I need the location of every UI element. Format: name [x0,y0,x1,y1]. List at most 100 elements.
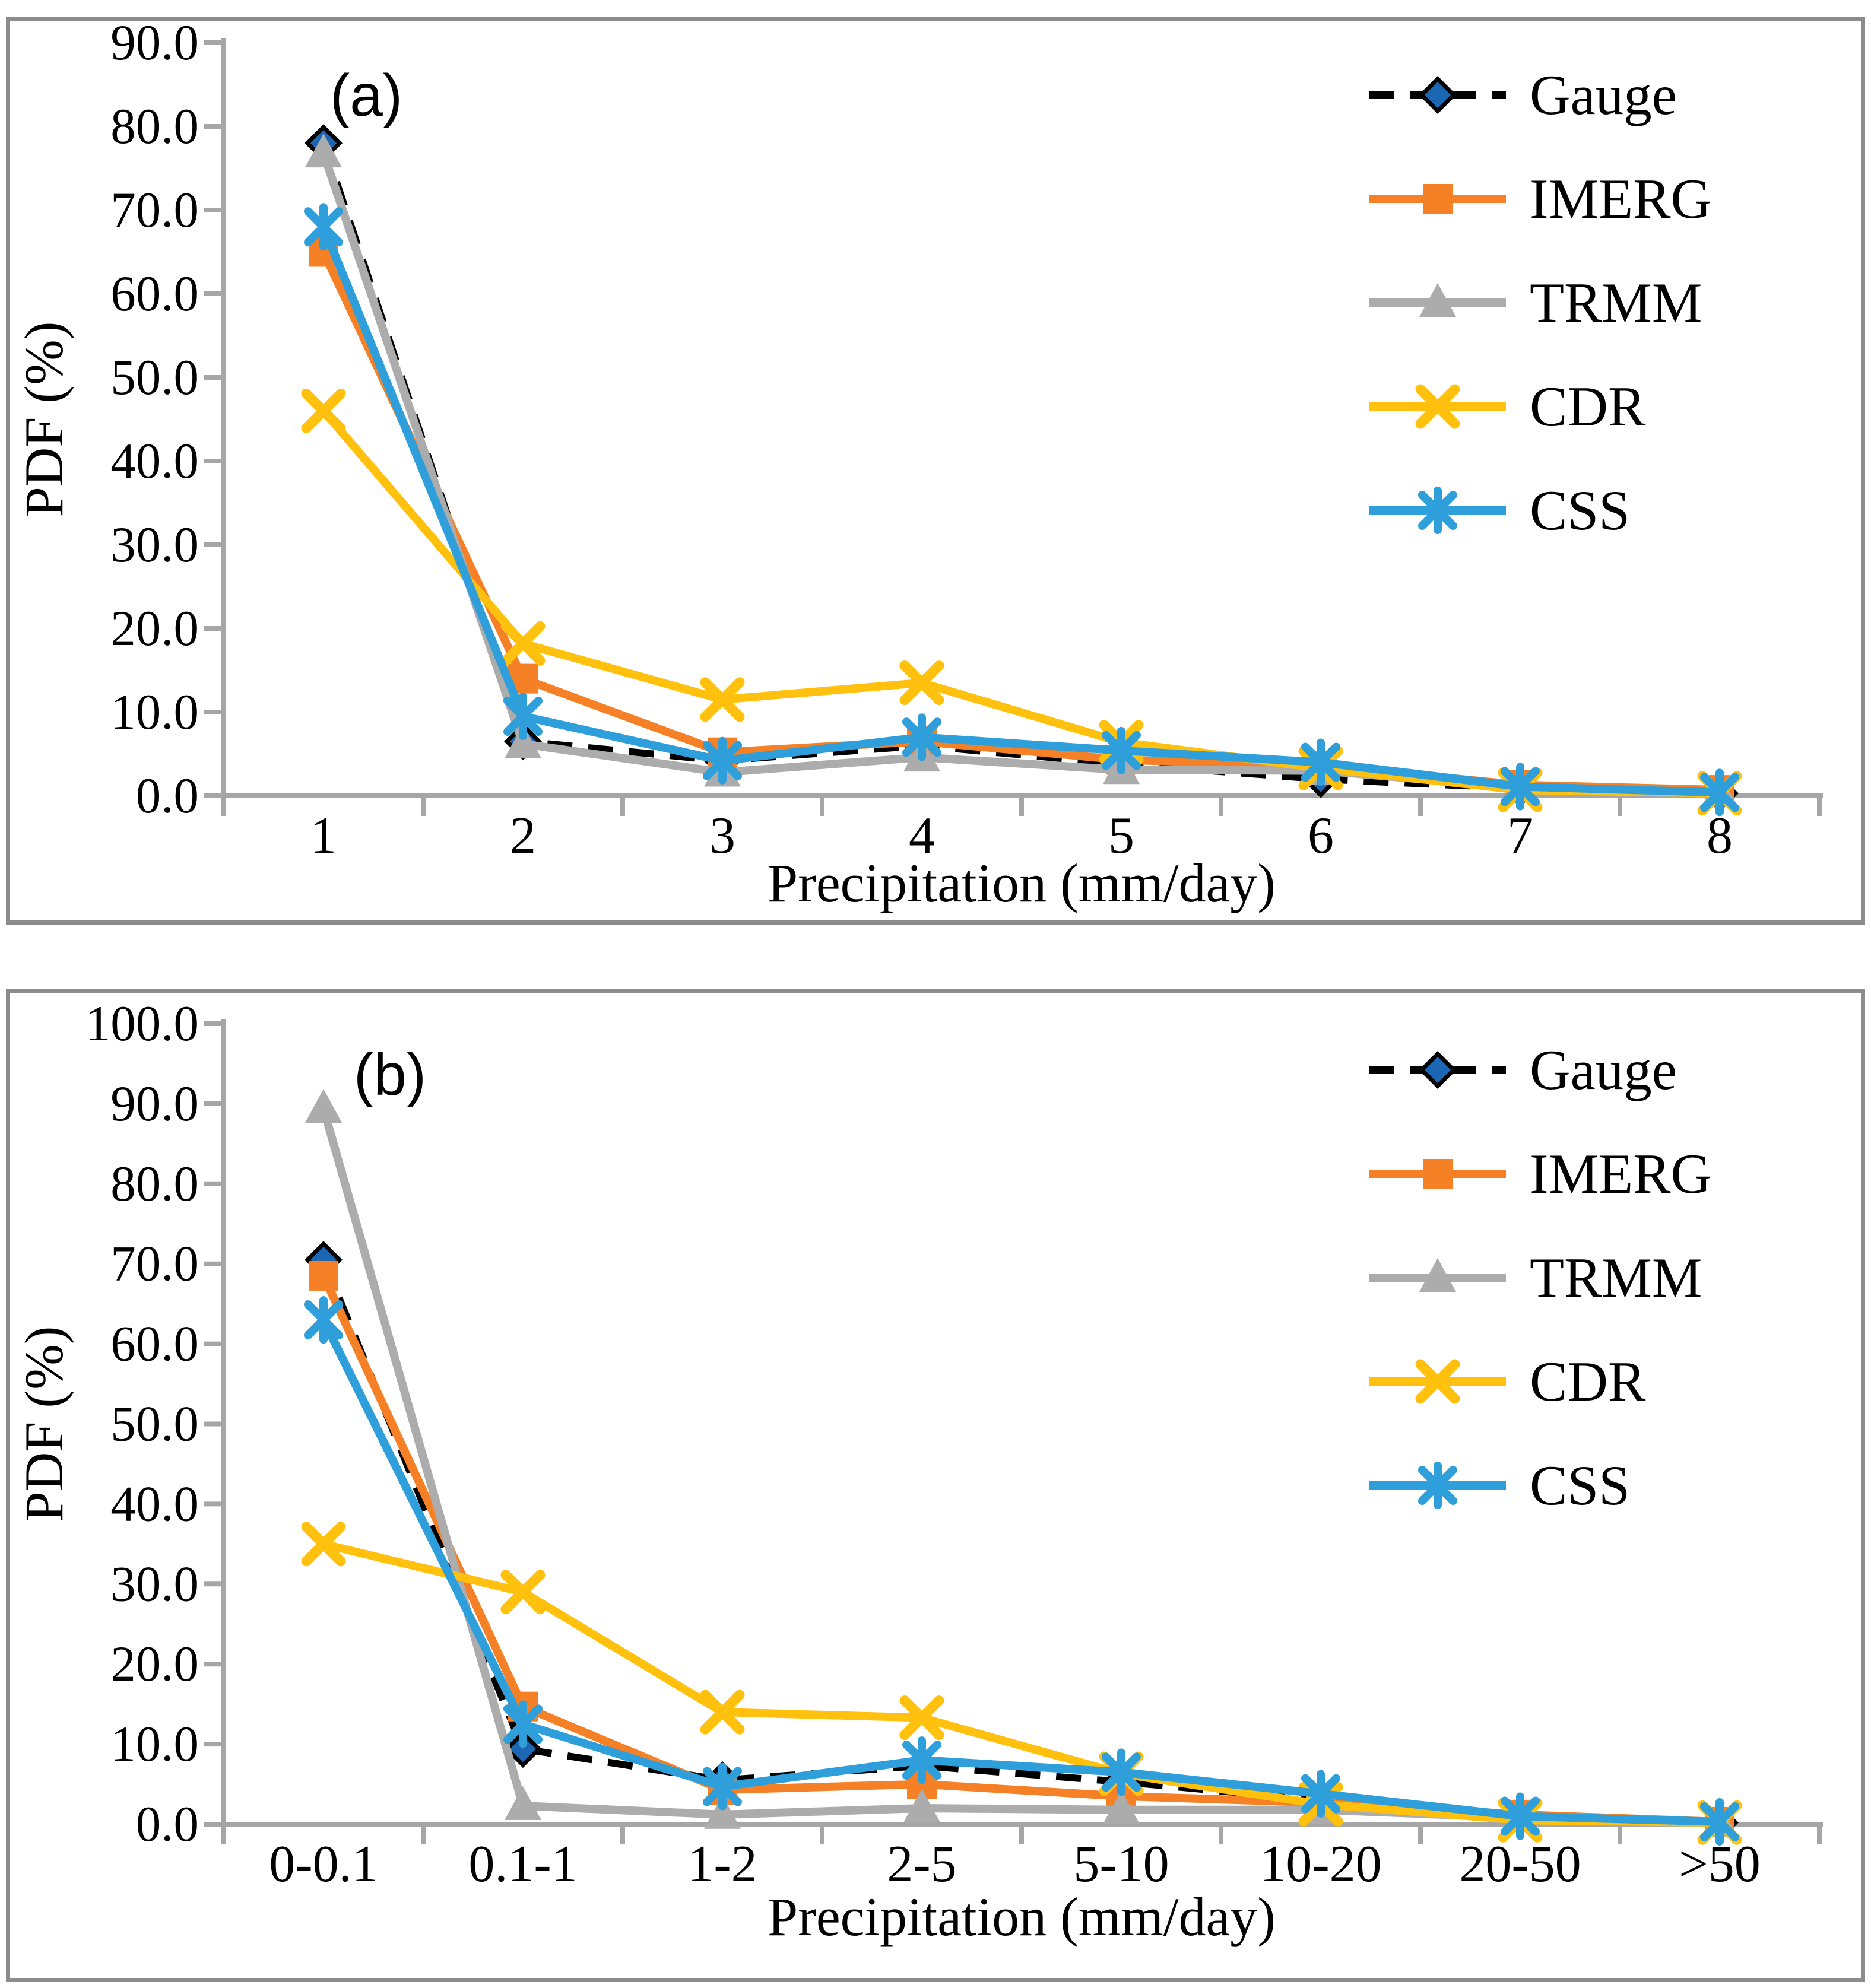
y-tick-label: 50.0 [110,350,199,405]
asterisk-stroke [304,207,343,247]
y-axis-title: PDF (%) [14,1326,74,1522]
asterisk-marker-icon [1700,1798,1739,1846]
series-line-trmm [319,151,1720,797]
y-tick-label: 0.0 [136,768,199,824]
tick-labels: 0.0 10.0 20.0 30.0 40.0 50.0 60.0 70.0 80.0 90.0 1… [110,21,1733,865]
x-marker-icon [500,621,546,666]
x-tick-label: 1-2 [687,1835,757,1893]
x-tick-label: 1 [310,807,337,865]
series-css [304,203,1739,817]
x-tick-label: 5 [1108,807,1134,865]
x-stroke [1415,1359,1460,1404]
tick-labels: 0.0 10.0 20.0 30.0 40.0 50.0 60.0 70.0 80.0 90.0 1… [85,996,1761,1893]
x-tick-label: 2 [510,807,536,865]
legend-item-gauge: Gauge [1369,1039,1677,1101]
triangle-marker-icon [505,724,541,758]
y-tick-label: 100.0 [85,996,199,1052]
asterisk-marker-icon [703,1762,742,1811]
triangle-marker-icon [903,1789,940,1823]
y-tick-label: 40.0 [110,1476,199,1532]
square-marker-icon [1423,184,1453,214]
x-stroke [899,1695,944,1741]
x-marker-icon [899,660,944,706]
x-stroke [700,1690,745,1735]
legend-label-imerg: IMERG [1530,167,1711,230]
asterisk-stroke [1102,1752,1141,1792]
x-stroke [500,621,546,666]
chart-panel-b: 0.0 10.0 20.0 30.0 40.0 50.0 60.0 70.0 80.0 90.0 1… [6,989,1865,1982]
asterisk-stroke [1700,1802,1739,1841]
y-tick-label: 10.0 [110,1716,199,1772]
legend-label-cdr: CDR [1530,375,1646,438]
x-stroke [301,1522,346,1567]
asterisk-stroke [304,1300,343,1340]
triangle-marker-icon [1419,283,1456,317]
triangle-marker-icon [305,134,342,168]
asterisk-marker-icon [1418,1462,1457,1509]
x-stroke [301,388,346,433]
series-css [304,1296,1739,1846]
legend-item-gauge: Gauge [1369,63,1677,126]
y-tick-label: 20.0 [110,601,199,656]
series-line-cdr [322,1540,1720,1827]
diamond-marker-icon [1419,1051,1457,1089]
asterisk-marker-icon [902,713,941,761]
panel-label: (b) [354,1041,426,1108]
asterisk-marker-icon [1501,1792,1540,1840]
y-tick-label: 10.0 [110,684,199,740]
triangle-marker-icon [305,1088,342,1123]
chart-a-canvas: 0.0 10.0 20.0 30.0 40.0 50.0 60.0 70.0 80.0 90.0 1… [14,21,1823,913]
y-tick-label: 0.0 [136,1796,199,1852]
triangle-marker-icon [1103,1790,1140,1824]
asterisk-marker-icon [902,1736,941,1784]
asterisk-marker-icon [1301,738,1340,786]
x-marker-icon [301,388,346,433]
asterisk-stroke [1418,491,1457,530]
y-tick-label: 40.0 [110,433,199,489]
y-tick-label: 50.0 [110,1396,199,1452]
x-stroke [1415,384,1460,429]
legend-label-css: CSS [1530,1454,1630,1517]
asterisk-stroke [1301,1774,1340,1814]
asterisk-marker-icon [1301,1770,1340,1818]
series-line-css [319,1318,1720,1826]
asterisk-stroke [902,717,941,757]
asterisk-marker-icon [304,1296,343,1344]
asterisk-stroke [703,1767,742,1806]
x-tick-label: 7 [1507,807,1533,865]
x-tick-label: 2-5 [887,1835,956,1893]
x-tick-label: 10-20 [1260,1835,1381,1893]
legend-item-trmm: TRMM [1369,271,1702,334]
asterisk-stroke [1501,1796,1540,1836]
asterisk-marker-icon [703,736,742,785]
x-tick-label: 5-10 [1073,1835,1169,1893]
legend-item-css: CSS [1369,1454,1630,1517]
x-marker-icon [1415,384,1460,429]
y-tick-label: 80.0 [110,99,199,154]
x-marker-icon [700,1690,745,1735]
asterisk-marker-icon [503,1700,543,1748]
series-line-gauge [320,142,1720,797]
y-tick-label: 20.0 [110,1636,199,1692]
triangle-marker-icon [505,1786,541,1820]
y-tick-label: 90.0 [110,1076,199,1132]
legend-item-imerg: IMERG [1369,1142,1711,1205]
asterisk-stroke [503,1704,543,1744]
x-tick-label: 3 [709,807,735,865]
asterisk-marker-icon [1102,1748,1141,1796]
chart-panel-a: 0.0 10.0 20.0 30.0 40.0 50.0 60.0 70.0 80.0 90.0 1… [6,17,1865,925]
legend-label-imerg: IMERG [1530,1142,1711,1205]
y-tick-label: 60.0 [110,266,199,322]
x-marker-icon [1415,1359,1460,1404]
asterisk-stroke [503,697,543,736]
asterisk-marker-icon [1700,768,1739,817]
x-tick-label: 4 [909,807,935,865]
y-tick-label: 30.0 [110,1556,199,1612]
x-axis-title: Precipitation (mm/day) [768,853,1276,913]
y-tick-label: 30.0 [110,517,199,573]
legend-item-imerg: IMERG [1369,167,1711,230]
x-tick-label: 0-0.1 [269,1835,378,1893]
y-tick-label: 60.0 [110,1316,199,1372]
asterisk-marker-icon [503,693,543,741]
diamond-marker-icon [504,1730,542,1768]
